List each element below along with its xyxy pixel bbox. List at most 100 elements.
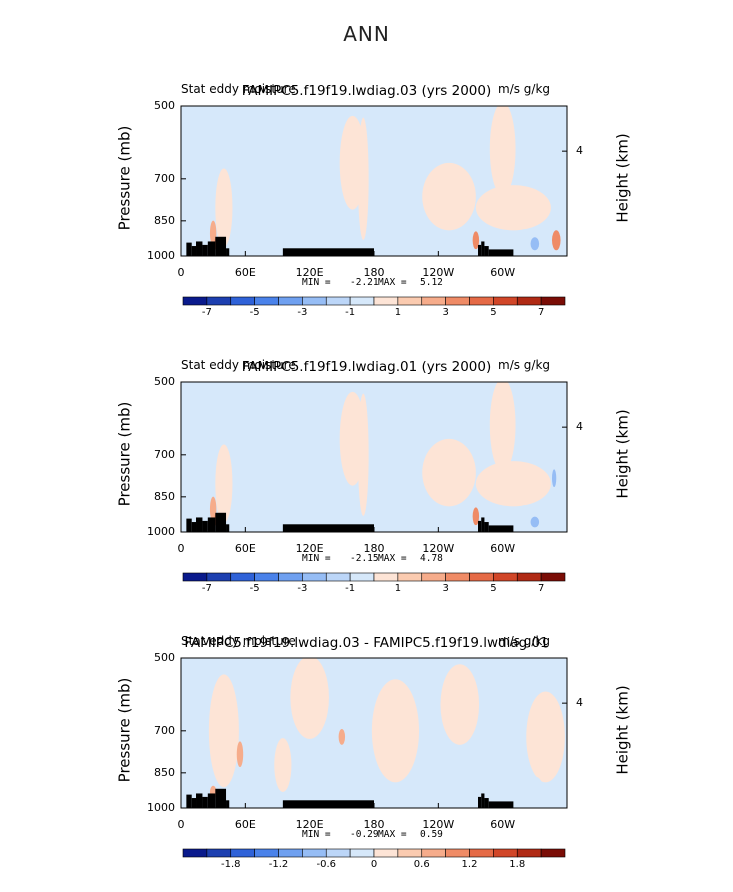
colorbar-swatch (445, 572, 470, 582)
longitude-tick: 120W (422, 818, 455, 831)
contour-region (517, 505, 531, 528)
colorbar-swatch (278, 848, 303, 858)
longitude-tick: 0 (177, 266, 185, 279)
variable-label: Stat eddy moisture (181, 634, 296, 648)
colorbar-swatch (206, 296, 232, 306)
longitude-tick: 180 (363, 818, 385, 831)
contour-region (422, 162, 476, 231)
colorbar-tick: 1.2 (461, 859, 478, 870)
contour-region (357, 393, 369, 516)
colorbar-tick: 5 (490, 583, 497, 594)
land-mask (191, 798, 197, 808)
max-label: MAX = (378, 277, 407, 288)
contour-region (338, 728, 346, 745)
pressure-tick: 1000 (147, 801, 175, 814)
land-mask (215, 236, 227, 256)
colorbar-swatch (445, 296, 470, 306)
land-mask (207, 793, 216, 808)
colorbar-swatch (516, 296, 542, 306)
colorbar-tick: 1.8 (509, 859, 526, 870)
colorbar-tick: 7 (537, 307, 545, 318)
min-value: -2.15 (350, 553, 379, 564)
contour-region (236, 741, 244, 768)
land-mask (215, 788, 227, 808)
units-label: m/s g/kg (498, 634, 551, 648)
pressure-tick: 500 (154, 651, 175, 664)
longitude-tick: 60W (490, 542, 516, 555)
colorbar-swatch (421, 848, 446, 858)
colorbar-tick: -1 (345, 307, 356, 318)
colorbar-swatch (206, 572, 232, 582)
colorbar-tick: -7 (201, 583, 212, 594)
colorbar-swatch (230, 848, 255, 858)
land-mask (484, 798, 489, 808)
pressure-tick: 700 (154, 447, 175, 461)
pressure-axis-label: Pressure (mb) (115, 125, 134, 231)
panel-title: FAMIPC5.f19f19.lwdiag.01 (yrs 2000) (241, 359, 492, 375)
pressure-tick: 850 (154, 765, 175, 779)
units-label: m/s g/kg (498, 82, 551, 96)
colorbar-swatch (516, 572, 542, 582)
colorbar-swatch (325, 572, 351, 582)
colorbar-tick: -1.2 (268, 859, 289, 870)
contour-region (290, 658, 329, 739)
pressure-tick: 850 (154, 489, 175, 503)
land-mask (207, 241, 216, 256)
colorbar-swatch (349, 572, 375, 582)
land-mask (215, 512, 227, 532)
min-label: MIN = (302, 553, 331, 564)
colorbar-tick: -1 (345, 583, 356, 594)
variable-label: Stat eddy moisture (181, 358, 296, 372)
land-mask (481, 241, 485, 256)
land-mask (488, 525, 514, 532)
min-label: MIN = (302, 277, 331, 288)
panel-title: FAMIPC5.f19f19.lwdiag.03 - FAMIPC5.f19f1… (184, 635, 549, 651)
height-tick: 4 (576, 420, 583, 434)
colorbar-tick: 1 (394, 583, 402, 594)
contour-region (475, 461, 551, 507)
contour-region (472, 507, 480, 526)
colorbar-tick: -5 (249, 307, 260, 318)
contour-region (215, 168, 233, 247)
colorbar-swatch (230, 296, 255, 306)
colorbar-tick: 3 (442, 307, 449, 318)
pressure-tick: 850 (154, 213, 175, 227)
max-label: MAX = (378, 553, 407, 564)
min-value: -0.29 (350, 829, 379, 840)
contour-region (491, 751, 514, 795)
land-mask (488, 801, 514, 808)
colorbar-tick: 0 (370, 859, 378, 870)
colorbar-tick: 3 (442, 583, 449, 594)
panel-plot (180, 381, 568, 582)
colorbar-swatch (302, 572, 327, 582)
land-mask (186, 794, 192, 808)
colorbar-swatch (469, 848, 494, 858)
pressure-axis-label: Pressure (mb) (115, 677, 134, 783)
colorbar-tick: 0.6 (413, 859, 430, 870)
contour-region (530, 516, 540, 528)
longitude-tick: 60E (234, 266, 256, 279)
colorbar-swatch (278, 296, 303, 306)
colorbar-tick: -7 (201, 307, 212, 318)
land-mask (202, 796, 208, 808)
colorbar-tick: 1 (394, 307, 402, 318)
longitude-tick: 120W (422, 266, 455, 279)
contour-region (526, 691, 565, 783)
land-mask (478, 244, 482, 256)
colorbar-swatch (206, 848, 232, 858)
contour-region (517, 229, 531, 252)
height-axis-label: Height (km) (613, 409, 632, 499)
colorbar-tick: -3 (297, 307, 308, 318)
colorbar-swatch (445, 848, 470, 858)
colorbar-tick: 5 (490, 307, 497, 318)
colorbar-tick: -0.6 (316, 859, 336, 870)
land-mask (207, 517, 216, 532)
colorbar-swatch (182, 296, 208, 306)
colorbar-swatch (182, 848, 208, 858)
colorbar-swatch (421, 572, 446, 582)
land-mask (226, 248, 230, 256)
panel-3: FAMIPC5.f19f19.lwdiag.03 - FAMIPC5.f19f1… (0, 612, 733, 892)
colorbar-swatch (493, 572, 518, 582)
longitude-tick: 120E (295, 542, 324, 555)
variable-label: Stat eddy moisture (181, 82, 296, 96)
